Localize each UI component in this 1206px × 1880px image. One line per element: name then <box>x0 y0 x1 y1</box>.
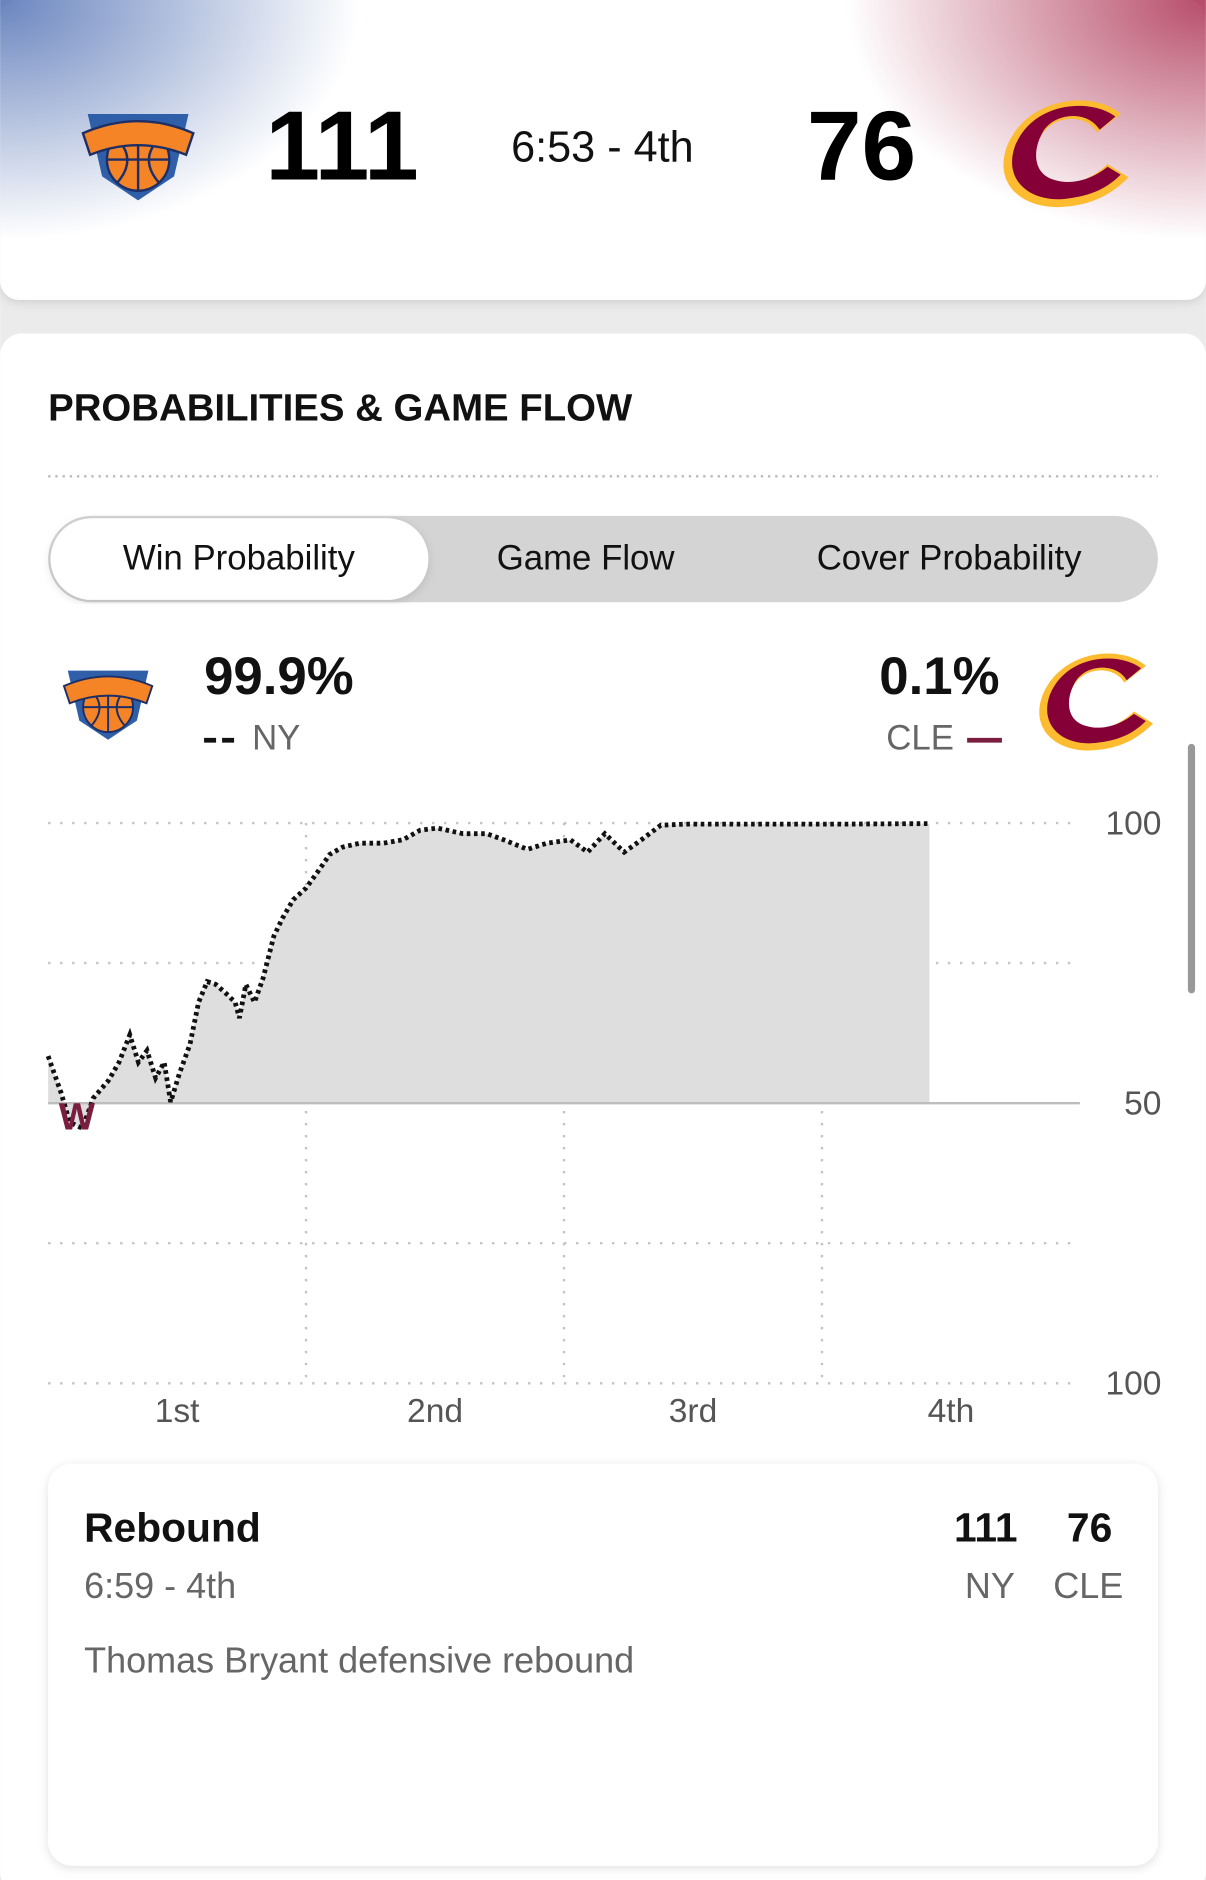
away-score: 111 <box>265 91 418 201</box>
x-tick-label: 3rd <box>669 1393 718 1430</box>
away-abbr: NY <box>252 719 300 757</box>
tab-label[interactable]: Game Flow <box>497 539 676 577</box>
play-type: Rebound <box>84 1505 261 1551</box>
play-home-score: 76 <box>1067 1505 1112 1551</box>
section-title: PROBABILITIES & GAME FLOW <box>48 386 633 429</box>
tab-label[interactable]: Cover Probability <box>817 539 1082 577</box>
home-score: 76 <box>807 91 916 201</box>
x-tick-label: 2nd <box>407 1393 463 1430</box>
tab-label[interactable]: Win Probability <box>123 539 356 577</box>
home-abbr: CLE <box>886 719 954 757</box>
scrollbar <box>1187 743 1196 994</box>
y-tick-label: 50 <box>1124 1085 1161 1122</box>
play-away-abbr: NY <box>965 1565 1015 1606</box>
x-tick-label: 1st <box>155 1393 200 1430</box>
tab-active <box>50 518 429 600</box>
play-description: Thomas Bryant defensive rebound <box>84 1639 634 1680</box>
play-time: 6:59 - 4th <box>84 1565 236 1606</box>
play-away-score: 111 <box>954 1505 1018 1551</box>
game-clock: 6:53 - 4th <box>511 123 693 171</box>
x-tick-label: 4th <box>928 1393 975 1430</box>
y-tick-label: 100 <box>1105 1366 1161 1403</box>
win-probability-line <box>45 821 930 1132</box>
play-card <box>48 1463 1158 1866</box>
annotation: W <box>59 1096 96 1139</box>
win-probability-chart: 100 50 100 1st 2nd 3rd 4th W <box>45 805 1161 1430</box>
y-tick-label: 100 <box>1105 805 1161 842</box>
play-home-abbr: CLE <box>1053 1565 1123 1606</box>
tab-bar: Win Probability Game Flow Cover Probabilit… <box>48 515 1158 603</box>
away-win-pct: 99.9% <box>204 647 354 706</box>
area <box>48 823 930 1129</box>
home-win-pct: 0.1% <box>879 647 999 706</box>
